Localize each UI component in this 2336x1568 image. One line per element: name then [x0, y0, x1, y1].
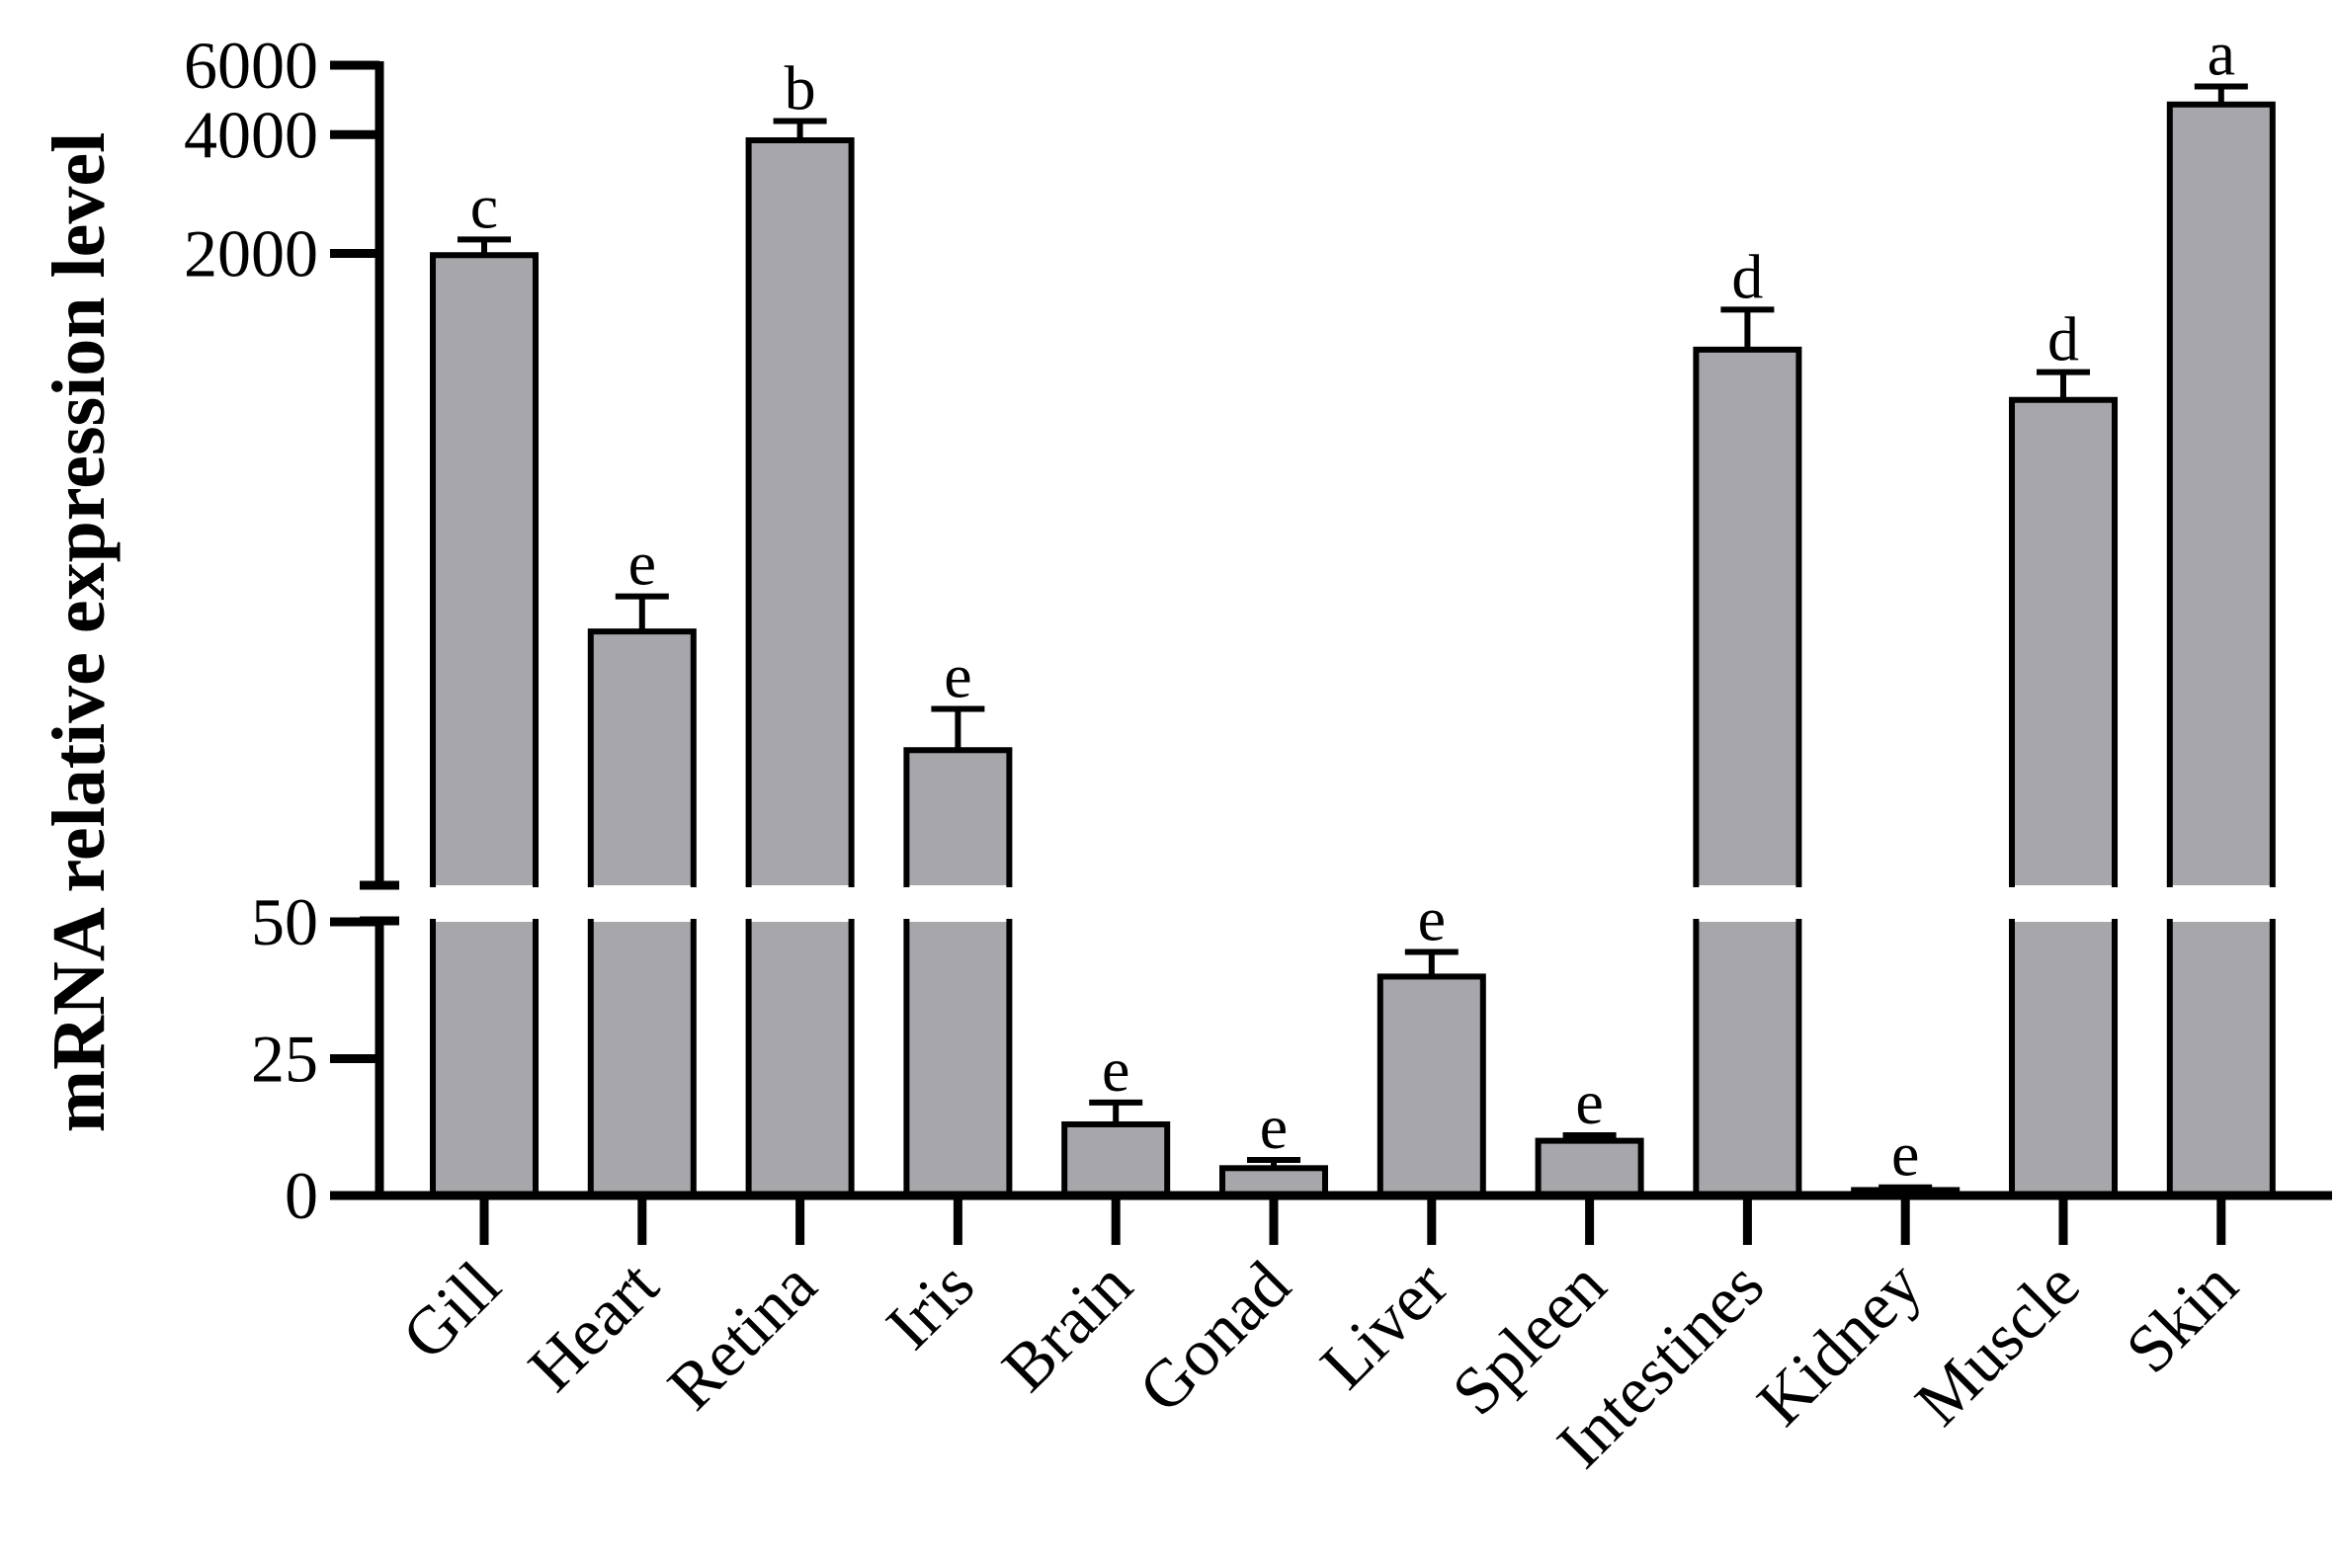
x-tick-label: Brain	[987, 1247, 1146, 1406]
x-tick-label: Skin	[2111, 1247, 2251, 1387]
significance-label: c	[470, 171, 498, 241]
x-tick-label: Retina	[653, 1247, 830, 1424]
significance-label: e	[1891, 1119, 1919, 1190]
significance-label: e	[944, 640, 971, 710]
significance-label: e	[1260, 1092, 1288, 1162]
bar-upper-heart	[590, 631, 694, 885]
bar-lower-iris	[906, 922, 1010, 1196]
significance-label: d	[1731, 241, 1763, 311]
axes-layer	[330, 60, 2336, 1245]
bar-lower-heart	[590, 922, 694, 1196]
significance-label: e	[1418, 883, 1446, 953]
bar-spleen	[1535, 1137, 1644, 1198]
y-tick-label: 0	[285, 1158, 318, 1233]
bar-liver	[1377, 973, 1486, 1199]
bars-layer	[430, 101, 2276, 1199]
bar-upper-intestines	[1696, 349, 1799, 885]
significance-label: e	[628, 529, 656, 599]
bar-lower-skin	[2169, 922, 2273, 1196]
error-bars-layer	[458, 83, 2248, 1191]
bar-upper-muscle	[2012, 399, 2115, 885]
axis-break-gap	[389, 890, 2336, 916]
significance-label: e	[1575, 1067, 1603, 1137]
y-tick-label: 50	[251, 884, 318, 959]
bar-outline-retina	[745, 137, 855, 1196]
significance-label: b	[785, 53, 816, 124]
x-tick-label: Gonad	[1125, 1247, 1304, 1427]
bar-brain	[1061, 1120, 1171, 1198]
bar-upper-skin	[2169, 104, 2273, 885]
bar-lower-retina	[748, 922, 852, 1196]
y-tick-label: 4000	[184, 97, 318, 172]
significance-label: a	[2208, 19, 2235, 89]
x-tick-label: Liver	[1306, 1247, 1462, 1403]
bar-upper-gill	[433, 255, 536, 885]
bar-upper-iris	[906, 750, 1010, 885]
x-tick-label: Iris	[872, 1247, 988, 1363]
labels-layer: c Gill e Heart b Retina e Iris e Brain e Gonad e Live…	[38, 19, 2251, 1482]
bar-lower-gill	[433, 922, 536, 1196]
x-tick-label: Muscle	[1900, 1247, 2093, 1440]
x-tick-label: Heart	[514, 1247, 673, 1406]
y-tick-label: 25	[251, 1022, 318, 1097]
y-tick-label: 6000	[184, 28, 318, 103]
x-tick-label: Gill	[387, 1247, 515, 1374]
bar-lower-muscle	[2012, 922, 2115, 1196]
bar-outline-heart	[587, 628, 697, 1196]
significance-label: e	[1102, 1034, 1129, 1105]
bar-upper-retina	[748, 140, 852, 885]
y-axis-title: mRNA relative expression level	[38, 132, 121, 1132]
x-tick-label: Kidney	[1743, 1247, 1936, 1440]
bar-lower-intestines	[1696, 922, 1799, 1196]
significance-label: d	[2047, 304, 2079, 374]
y-tick-label: 2000	[184, 215, 318, 290]
